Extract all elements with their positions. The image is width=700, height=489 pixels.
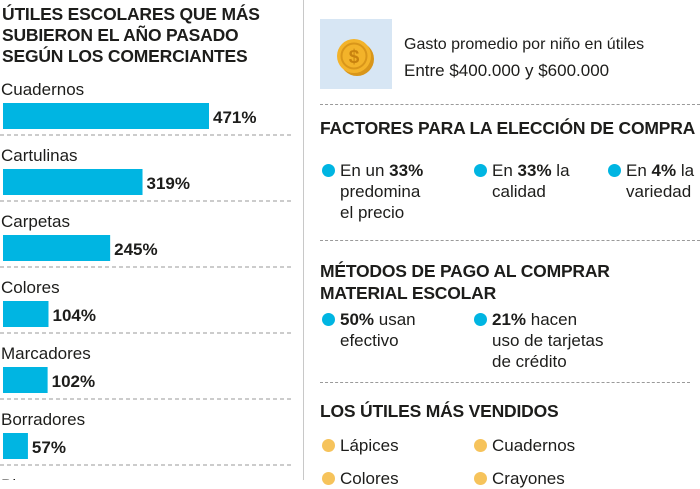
factor-post: la calidad	[492, 161, 570, 201]
bullet-dot	[474, 472, 487, 485]
factor-percent: 33%	[517, 161, 552, 180]
value-label: 471%	[213, 108, 256, 127]
divider-line	[320, 382, 690, 383]
bar-chart: Cuadernos 471% Cartulinas 319% Carpetas 245% C…	[0, 80, 292, 480]
vendido-label: Lápices	[340, 436, 399, 455]
category-label: Carpetas	[1, 212, 70, 231]
bar	[3, 103, 209, 129]
category-label: Cuadernos	[1, 80, 84, 99]
bar	[3, 433, 28, 459]
vendidos-title: LOS ÚTILES MÁS VENDIDOS	[320, 401, 559, 421]
coin-dollar-icon: $	[337, 39, 374, 76]
divider-line	[320, 104, 700, 105]
metodo-post: usan efectivo	[340, 310, 416, 350]
metodo-post: hacen uso de tarjetas de crédito	[492, 310, 604, 371]
gasto-value: Entre $400.000 y $600.000	[404, 61, 610, 80]
metodos-title-line1: MÉTODOS DE PAGO AL COMPRAR	[320, 261, 610, 281]
gasto-label: Gasto promedio por niño en útiles	[404, 36, 645, 53]
column-divider	[303, 0, 304, 480]
factor-percent: 4%	[651, 161, 677, 180]
svg-text:$: $	[349, 47, 360, 68]
bullet-dot	[322, 164, 335, 177]
vendido-label: Colores	[340, 469, 399, 488]
bullet-dot	[474, 164, 487, 177]
factor-post: la variedad	[626, 161, 695, 201]
factor-pre: En	[492, 161, 518, 180]
divider-line	[320, 240, 700, 241]
bullet-dot	[474, 313, 487, 326]
category-label: Colores	[1, 278, 60, 297]
metodos-title-line2: MATERIAL ESCOLAR	[320, 283, 497, 303]
category-label: Bl...	[1, 476, 30, 480]
factor-post: predomina el precio	[340, 182, 421, 222]
bullet-dot	[322, 472, 335, 485]
bar	[3, 235, 111, 261]
metodo-percent: 21%	[492, 310, 527, 329]
category-label: Marcadores	[1, 344, 91, 363]
metodo-percent: 50%	[340, 310, 375, 329]
value-label: 245%	[114, 240, 157, 259]
coin-illustration: $	[320, 19, 392, 89]
vendido-label: Crayones	[492, 469, 565, 488]
factor-pre: En un	[340, 161, 390, 180]
value-label: 319%	[147, 174, 190, 193]
bullet-dot	[322, 313, 335, 326]
factor-pre: En	[626, 161, 652, 180]
bullet-dot	[608, 164, 621, 177]
bullet-dot	[474, 439, 487, 452]
vendido-label: Cuadernos	[492, 436, 576, 455]
bar	[3, 301, 49, 327]
bar	[3, 367, 48, 393]
bar	[3, 169, 143, 195]
value-label: 104%	[52, 306, 95, 325]
chart-title: ÚTILES ESCOLARES QUE MÁS SUBIERON EL AÑO…	[2, 4, 260, 66]
bullet-dot	[322, 439, 335, 452]
factores-title: FACTORES PARA LA ELECCIÓN DE COMPRA	[320, 118, 696, 138]
category-label: Cartulinas	[1, 146, 78, 165]
value-label: 102%	[52, 372, 95, 391]
factor-percent: 33%	[389, 161, 424, 180]
value-label: 57%	[32, 438, 66, 457]
category-label: Borradores	[1, 410, 85, 429]
